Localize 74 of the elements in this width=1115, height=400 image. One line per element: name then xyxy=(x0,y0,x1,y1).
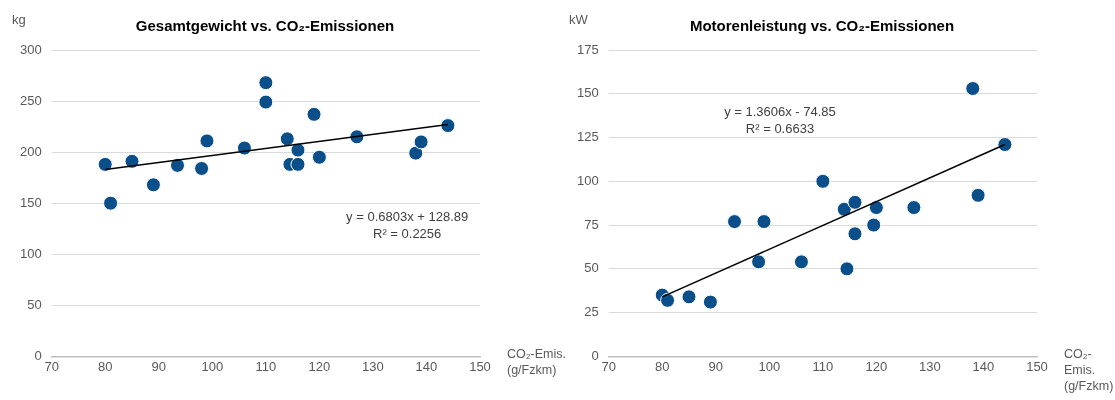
point xyxy=(279,131,295,147)
point xyxy=(847,194,863,210)
y-tick-label: 200 xyxy=(19,143,42,159)
y-tick-label: 125 xyxy=(576,129,599,145)
x-tick-label: 80 xyxy=(654,358,670,374)
point xyxy=(103,195,119,211)
chart-title: Motorenleistung vs. CO₂-Emissionen xyxy=(689,17,955,34)
x-tick-label: 90 xyxy=(151,358,166,374)
x-tick-label: 150 xyxy=(1026,358,1048,374)
y-tick-label: 75 xyxy=(584,216,599,232)
x-tick-label: 120 xyxy=(865,358,888,374)
y-tick-label: 150 xyxy=(576,85,599,101)
point xyxy=(756,214,772,230)
chart-title: Gesamtgewicht vs. CO₂-Emissionen xyxy=(134,17,396,34)
point xyxy=(306,106,322,122)
point xyxy=(681,289,697,305)
point xyxy=(145,177,161,193)
y-tick-label: 100 xyxy=(19,245,42,261)
point xyxy=(970,187,986,203)
point xyxy=(868,200,884,216)
x-tick-label: 130 xyxy=(362,358,384,374)
x-tick-label: 110 xyxy=(255,358,277,374)
point xyxy=(97,156,113,172)
y-tick-label: 50 xyxy=(584,260,599,276)
point xyxy=(413,134,429,150)
y-tick-label: 0 xyxy=(34,347,42,363)
point xyxy=(194,160,210,176)
point xyxy=(170,157,186,173)
point xyxy=(965,81,981,97)
point xyxy=(311,149,327,165)
x-tick-label: 100 xyxy=(201,358,224,374)
x-tick-label: 70 xyxy=(44,358,59,374)
point xyxy=(751,254,767,270)
x-tick-label: 150 xyxy=(469,358,491,374)
y-tick-label: 150 xyxy=(19,194,42,210)
y-tick-label: 300 xyxy=(19,41,42,57)
point xyxy=(290,142,306,158)
x-tick-label: 120 xyxy=(308,358,331,374)
y-tick-label: 100 xyxy=(576,172,599,188)
x-tick-label: 90 xyxy=(708,358,723,374)
y-axis-title: kg xyxy=(12,12,26,27)
point xyxy=(997,137,1013,153)
y-tick-label: 175 xyxy=(576,41,599,57)
point xyxy=(906,200,922,216)
point xyxy=(847,226,863,242)
x-tick-label: 70 xyxy=(601,358,616,374)
point xyxy=(290,156,306,172)
point xyxy=(660,292,676,308)
x-tick-label: 100 xyxy=(758,358,781,374)
point xyxy=(727,214,743,230)
point xyxy=(793,254,809,270)
point xyxy=(702,294,718,310)
y-axis-title: kW xyxy=(569,12,588,27)
point xyxy=(839,261,855,277)
point xyxy=(258,94,274,110)
x-tick-label: 140 xyxy=(415,358,438,374)
point xyxy=(199,133,215,149)
x-tick-label: 140 xyxy=(972,358,995,374)
x-axis-title: CO₂-Emis. (g/Fzkm) xyxy=(507,346,567,379)
annotation: y = 0.6803x + 128.89 R² = 0.2256 xyxy=(346,207,469,242)
x-tick-label: 130 xyxy=(919,358,941,374)
point xyxy=(440,118,456,134)
point xyxy=(815,173,831,189)
y-tick-label: 250 xyxy=(19,92,42,108)
y-tick-label: 0 xyxy=(591,347,599,363)
point xyxy=(408,145,424,161)
y-tick-label: 50 xyxy=(27,296,42,312)
x-tick-label: 80 xyxy=(97,358,113,374)
point xyxy=(258,75,274,91)
x-tick-label: 110 xyxy=(812,358,834,374)
x-axis-title: CO₂-Emis. (g/Fzkm) xyxy=(1064,346,1114,395)
y-tick-label: 25 xyxy=(584,304,599,320)
point xyxy=(866,217,882,233)
annotation: y = 1.3606x - 74.85 R² = 0.6633 xyxy=(724,103,836,138)
